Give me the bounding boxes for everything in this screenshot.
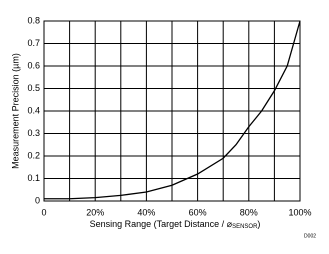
- x-tick-label: 40%: [137, 207, 155, 217]
- x-axis-label-sub: SENSOR: [232, 224, 258, 230]
- x-tick-label: 80%: [240, 207, 258, 217]
- x-tick-label: 20%: [86, 207, 104, 217]
- y-tick-label: 0.1: [27, 173, 40, 183]
- y-tick-label: 0.8: [27, 15, 40, 25]
- x-tick-label: 100%: [288, 207, 311, 217]
- x-axis-label-main: Sensing Range (Target Distance / ⌀: [90, 219, 233, 229]
- x-tick-label: 60%: [189, 207, 207, 217]
- y-axis-label: Measurement Precision (µm): [10, 53, 20, 169]
- x-tick-label: 0: [41, 207, 46, 217]
- y-tick-label: 0.5: [27, 83, 40, 93]
- figure-id: D002: [304, 233, 316, 239]
- x-axis-label-end: ): [257, 219, 260, 229]
- y-tick-label: 0: [35, 195, 40, 205]
- y-tick-label: 0.7: [27, 38, 40, 48]
- y-tick-label: 0.6: [27, 60, 40, 70]
- x-axis-label: Sensing Range (Target Distance / ⌀SENSOR…: [90, 219, 261, 229]
- y-tick-label: 0.2: [27, 150, 40, 160]
- data-line: [44, 20, 301, 200]
- y-tick-label: 0.4: [27, 105, 40, 115]
- y-tick-label: 0.3: [27, 128, 40, 138]
